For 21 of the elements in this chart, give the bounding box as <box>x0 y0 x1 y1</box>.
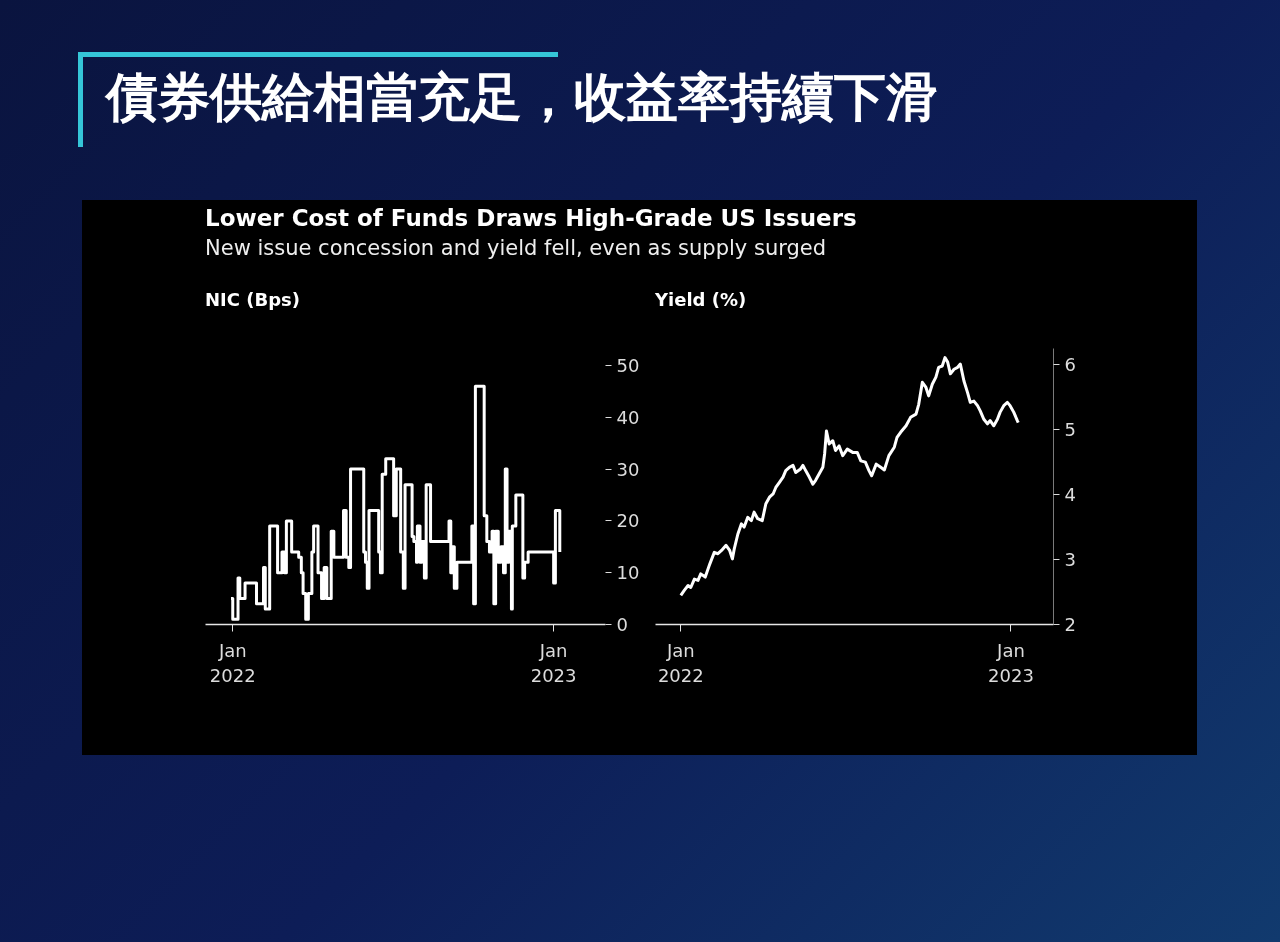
y-tick-label: 40 <box>616 406 640 428</box>
line-series <box>679 356 1020 597</box>
x-tick-label: Jan 2023 <box>988 639 1034 686</box>
y-axis-title: Yield (%) <box>655 288 747 312</box>
y-tick-label: 10 <box>616 562 640 584</box>
y-tick-label: 2 <box>1064 614 1076 635</box>
x-tick-label: Jan 2023 <box>530 639 577 686</box>
y-tick-label: 0 <box>616 614 628 635</box>
x-tick-label: Jan 2022 <box>657 639 704 686</box>
text: 債券供給相當充足，收益率持續下滑 <box>106 66 938 129</box>
y-tick-label: 3 <box>1064 549 1076 571</box>
y-tick-label: 20 <box>616 510 640 532</box>
y-tick-label: 50 <box>616 355 640 376</box>
y-tick-label: 30 <box>616 458 640 480</box>
chart-subtitle: New issue concession and yield fell, even as supply surged <box>205 234 828 261</box>
chart-title: Lower Cost of Funds Draws High-Grade US Issuers <box>205 204 857 233</box>
y-tick-label: 4 <box>1064 484 1076 506</box>
y-tick-label: 6 <box>1064 354 1076 376</box>
y-tick-label: 5 <box>1064 419 1076 441</box>
x-tick-label: Jan 2022 <box>209 639 256 686</box>
y-axis-title: NIC (Bps) <box>205 288 301 312</box>
